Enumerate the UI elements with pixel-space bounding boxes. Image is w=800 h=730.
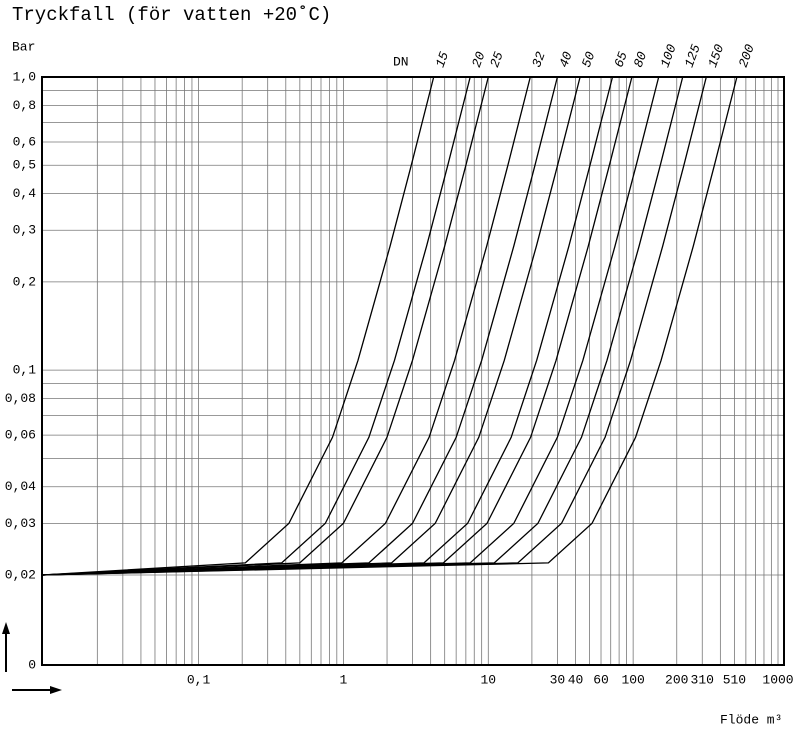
- series-label: 40: [556, 50, 575, 70]
- curve: [41, 76, 471, 576]
- y-tick-label: 0,2: [13, 274, 36, 289]
- y-tick-label: 0,3: [13, 223, 36, 238]
- curve: [41, 76, 489, 576]
- series-label: 125: [682, 42, 704, 69]
- x-tick-label: 1000: [762, 672, 793, 687]
- series-label-group: 15: [433, 50, 452, 70]
- curve: [41, 76, 738, 576]
- y-tick-label: 0,02: [5, 567, 36, 582]
- curve: [41, 76, 707, 576]
- y-tick-label: 0,6: [13, 134, 36, 149]
- series-label: 100: [658, 42, 680, 69]
- y-axis-label: Bar: [12, 39, 35, 54]
- y-tick-label: 0: [28, 657, 36, 672]
- y-tick-label: 0,4: [13, 186, 37, 201]
- x-tick-label: 0,1: [187, 672, 211, 687]
- series-label-group: 25: [487, 50, 506, 70]
- series-label: 65: [611, 50, 630, 70]
- chart-title: Tryckfall (för vatten +20˚C): [12, 4, 331, 26]
- series-label: 200: [736, 42, 758, 69]
- axis-arrows: [2, 622, 62, 694]
- series-label-group: 20: [469, 50, 488, 70]
- series-label-group: 65: [611, 50, 630, 70]
- curve: [41, 76, 559, 576]
- x-tick-label: 1: [340, 672, 348, 687]
- series-label: 50: [579, 50, 598, 70]
- curve: [41, 76, 684, 576]
- plot-frame: [41, 76, 785, 666]
- series-label: 15: [433, 50, 452, 70]
- x-tick-label: 510: [723, 672, 746, 687]
- curve: [41, 76, 581, 576]
- series-label-group: 80: [631, 50, 650, 70]
- x-tick-label: 10: [480, 672, 496, 687]
- series-label-group: 100: [658, 42, 680, 69]
- y-tick-label: 0,08: [5, 391, 36, 406]
- series-label-group: 200: [736, 42, 758, 69]
- series-label-group: 32: [529, 50, 548, 70]
- y-tick-label: 0,1: [13, 363, 37, 378]
- curve: [41, 76, 633, 576]
- series-label: 32: [529, 50, 548, 70]
- series-label: 25: [487, 50, 506, 70]
- x-tick-label: 200: [665, 672, 688, 687]
- y-tick-label: 0,03: [5, 516, 36, 531]
- curve: [41, 76, 614, 576]
- x-tick-label: 310: [691, 672, 714, 687]
- x-tick-label: 100: [621, 672, 644, 687]
- x-axis-label: Flöde m³: [720, 712, 782, 727]
- series-label-group: 125: [682, 42, 704, 69]
- curve: [41, 76, 660, 576]
- legend-title: DN: [393, 54, 409, 69]
- x-tick-label: 30: [550, 672, 566, 687]
- series-label: 80: [631, 50, 650, 70]
- series-label: 20: [469, 50, 488, 70]
- x-tick-label: 60: [593, 672, 609, 687]
- series-label-group: 50: [579, 50, 598, 70]
- series-label: 150: [705, 42, 727, 69]
- y-tick-label: 1,0: [13, 69, 36, 84]
- y-tick-label: 0,06: [5, 428, 36, 443]
- curve: [41, 76, 435, 576]
- y-tick-label: 0,8: [13, 98, 36, 113]
- curve: [41, 76, 531, 576]
- series-label-group: 40: [556, 50, 575, 70]
- x-tick-label: 40: [568, 672, 584, 687]
- y-tick-label: 0,5: [13, 158, 36, 173]
- series-label-group: 150: [705, 42, 727, 69]
- y-tick-label: 0,04: [5, 479, 36, 494]
